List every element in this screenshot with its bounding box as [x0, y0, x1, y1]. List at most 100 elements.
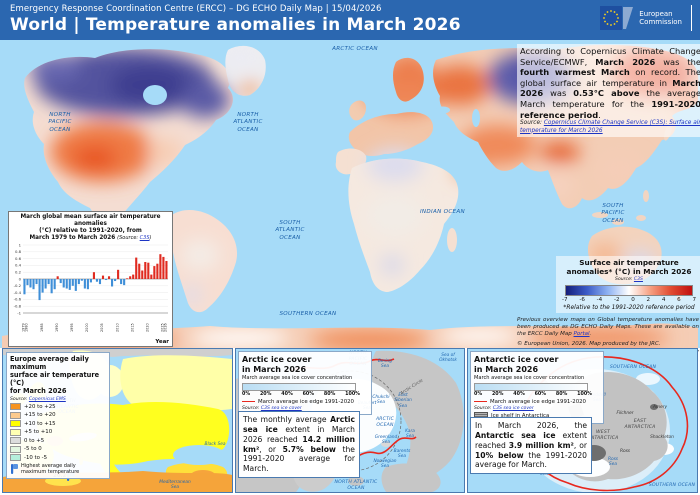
label-north-atlantic: NORTH ATLANTIC OCEAN — [233, 112, 263, 133]
tick-label: 100% — [345, 392, 360, 398]
antarctic-source: Source: C3S sea ice cover — [474, 405, 534, 411]
label-barents-sea: Barents Sea — [393, 449, 411, 460]
anomaly-bar — [89, 278, 92, 282]
antarctic-legend-box: Antarctic ice cover in March 2026 March … — [470, 351, 604, 425]
tick-label: 80% — [555, 392, 568, 398]
anomaly-bar-chart: -1 -0.8 -0.6 -0.4-0.2 0 0.2 0.4 0.60.8 1 1979 1980… — [14, 242, 168, 332]
tick-label: 0% — [474, 392, 483, 398]
legend-label: +20 to +25 — [24, 403, 56, 410]
anomaly-bar — [153, 265, 156, 279]
anomaly-bar — [44, 278, 47, 289]
ice-edge-swatch — [474, 401, 487, 403]
label-shackleton: Shackleton — [650, 435, 674, 440]
label-southern-ocean: SOUTHERN OCEAN — [279, 311, 337, 317]
highest-marker-row: Highest average daily maximum temperatur… — [10, 463, 106, 475]
anomaly-bar — [59, 278, 62, 283]
legend-row: +20 to +25 — [10, 403, 106, 411]
anomaly-bar — [35, 278, 38, 284]
anomaly-bar — [62, 278, 65, 287]
label-south-atlantic: SOUTH ATLANTIC OCEAN — [275, 220, 305, 241]
legend-swatch — [10, 420, 21, 428]
europe-panel[interactable]: 20.2 NORTH ATLANTIC OCEAN Black Sea Medi… — [2, 348, 233, 493]
x-tick-label: 2025 — [161, 323, 165, 332]
y-tick-label: -1 — [17, 310, 21, 315]
arctic-source: Source: C3S sea ice cover — [242, 405, 302, 411]
black-sea — [436, 106, 450, 114]
arctic-text: The monthly average Arctic sea ice exten… — [238, 411, 360, 479]
arctic-source-link[interactable]: C3S sea ice cover — [260, 405, 302, 411]
label-chukchi-sea: Chukchi Sea — [372, 395, 390, 406]
x-tick-label: 1990 — [55, 323, 59, 332]
anomaly-bar — [56, 275, 59, 279]
x-tick-label: 2015 — [130, 323, 134, 332]
label-amery: Amery — [652, 405, 668, 410]
amery-shelf — [650, 404, 658, 410]
legend-swatch — [10, 445, 21, 453]
page-title: World | Temperature anomalies in March 2… — [10, 15, 461, 35]
tick-label: 20% — [491, 392, 504, 398]
anomaly-colorbar-legend: Surface air temperature anomalies* (°C) … — [556, 256, 700, 313]
hudson-bay — [143, 85, 167, 105]
legend-swatch — [10, 411, 21, 419]
colorbar-ticks: -7 -6 -4 -2 0 2 4 6 7 — [562, 297, 696, 303]
anomaly-bar — [71, 278, 74, 286]
legend-label: +10 to +15 — [24, 420, 56, 427]
label-southern-ocean-top: SOUTHERN OCEAN — [609, 365, 657, 370]
legend-row: +15 to +20 — [10, 411, 106, 419]
tick-label: 6 — [677, 296, 681, 303]
legend-label: -10 to -5 — [24, 454, 48, 461]
label-arctic-ocean: ARCTIC OCEAN — [332, 46, 378, 52]
legend-swatch — [10, 437, 21, 445]
world-map-svg — [2, 44, 699, 348]
tick-label: 40% — [513, 392, 525, 398]
anomaly-bar — [41, 278, 44, 293]
tick-label: 100% — [577, 392, 592, 398]
anomaly-bar — [74, 278, 77, 291]
label-ar-north-atlantic: NORTH ATLANTIC OCEAN — [334, 480, 378, 491]
x-tick-label: 2005 — [100, 323, 104, 332]
anomaly-bar — [98, 278, 102, 284]
arctic-panel[interactable]: NORTH PACIFIC OCEAN Bering Sea Sea of Ok… — [235, 348, 465, 493]
anomaly-bar — [123, 278, 126, 285]
anomaly-bar — [144, 261, 147, 279]
summary-source: Source: Copernicus Climate Change Servic… — [520, 120, 700, 134]
europe-legend-box: Europe average daily maximum surface air… — [6, 352, 110, 479]
legend-row: -10 to -5 — [10, 454, 106, 462]
antarctic-panel[interactable]: SOUTHERN OCEAN SOUTHERN OCEAN Weddell Se… — [467, 348, 698, 493]
arctic-ice-edge-row: March average ice edge 1991-2020 — [242, 399, 368, 405]
anomaly-bar — [156, 263, 159, 279]
y-tick-label: -0.8 — [14, 303, 22, 308]
arctic-concentration-bar — [242, 383, 356, 392]
x-tick-label: 2020 — [146, 323, 150, 332]
tick-label: -2 — [613, 296, 620, 303]
anomaly-bar — [165, 260, 168, 279]
anomaly-bar — [38, 278, 41, 300]
anomaly-bar — [147, 262, 150, 279]
portal-link[interactable]: Portal — [573, 331, 590, 338]
arctic-subtitle: March average sea ice cover concentratio… — [242, 375, 353, 382]
anomaly-bar — [92, 271, 95, 279]
y-tick-label: -0.4 — [14, 289, 22, 294]
anomaly-bar — [104, 278, 108, 280]
tick-label: 0% — [242, 392, 251, 398]
europe-legend-rows: +20 to +25 +15 to +20 +10 to +15 +5 to +10 0… — [10, 403, 106, 462]
anomaly-bar — [132, 274, 135, 279]
anomaly-bar — [101, 275, 105, 279]
pin-icon — [11, 463, 18, 474]
summary-source-link[interactable]: Copernicus Climate Change Service (C3S):… — [520, 120, 700, 134]
anomaly-bar — [32, 278, 35, 289]
label-mediterranean: Mediterranean Sea — [159, 480, 191, 491]
tick-label: -7 — [562, 296, 568, 303]
y-tick-label: 1 — [19, 243, 22, 247]
label-bering-sea: Bering Sea — [377, 359, 392, 370]
antarctic-concentration-bar — [474, 383, 588, 392]
colorbar-source-link[interactable]: C3S — [633, 276, 643, 282]
anomaly-bar — [126, 277, 129, 279]
legend-label: -5 to 0 — [24, 446, 42, 453]
chart-source-link[interactable]: C3S — [139, 235, 150, 242]
x-tick-label: 1979 — [22, 323, 26, 332]
anomaly-bar — [141, 270, 144, 279]
anomaly-bar — [107, 275, 111, 279]
europe-source-link[interactable]: Copernicus EMS — [28, 396, 66, 402]
antarctic-source-link[interactable]: C3S sea ice cover — [492, 405, 534, 411]
